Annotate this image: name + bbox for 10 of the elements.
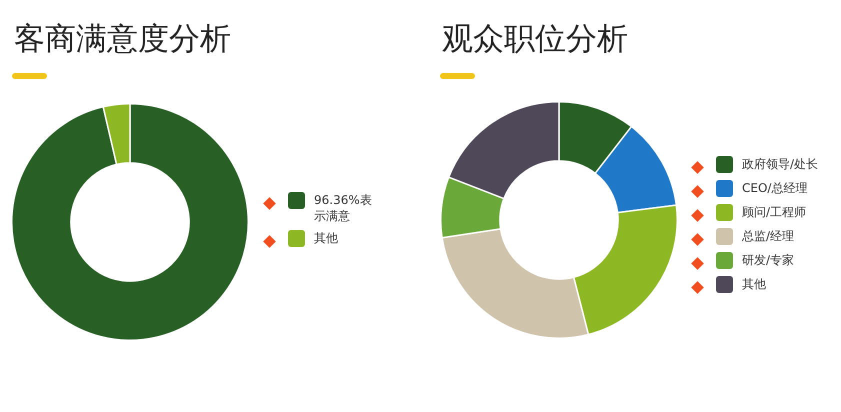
legend-label: 其他 xyxy=(742,277,766,291)
legend-label: 其他 xyxy=(314,231,338,245)
legend-label: 顾问/工程师 xyxy=(742,205,806,219)
legend-label: 研发/专家 xyxy=(742,253,794,267)
chart-title: 观众职位分析 xyxy=(442,20,628,59)
legend-label: 总监/经理 xyxy=(742,229,794,243)
legend-label: 政府领导/处长 xyxy=(742,157,818,171)
legend-label: 96.36%表示满意 xyxy=(314,193,372,223)
chart-title: 客商满意度分析 xyxy=(14,20,231,59)
legend-label: CEO/总经理 xyxy=(742,181,808,195)
